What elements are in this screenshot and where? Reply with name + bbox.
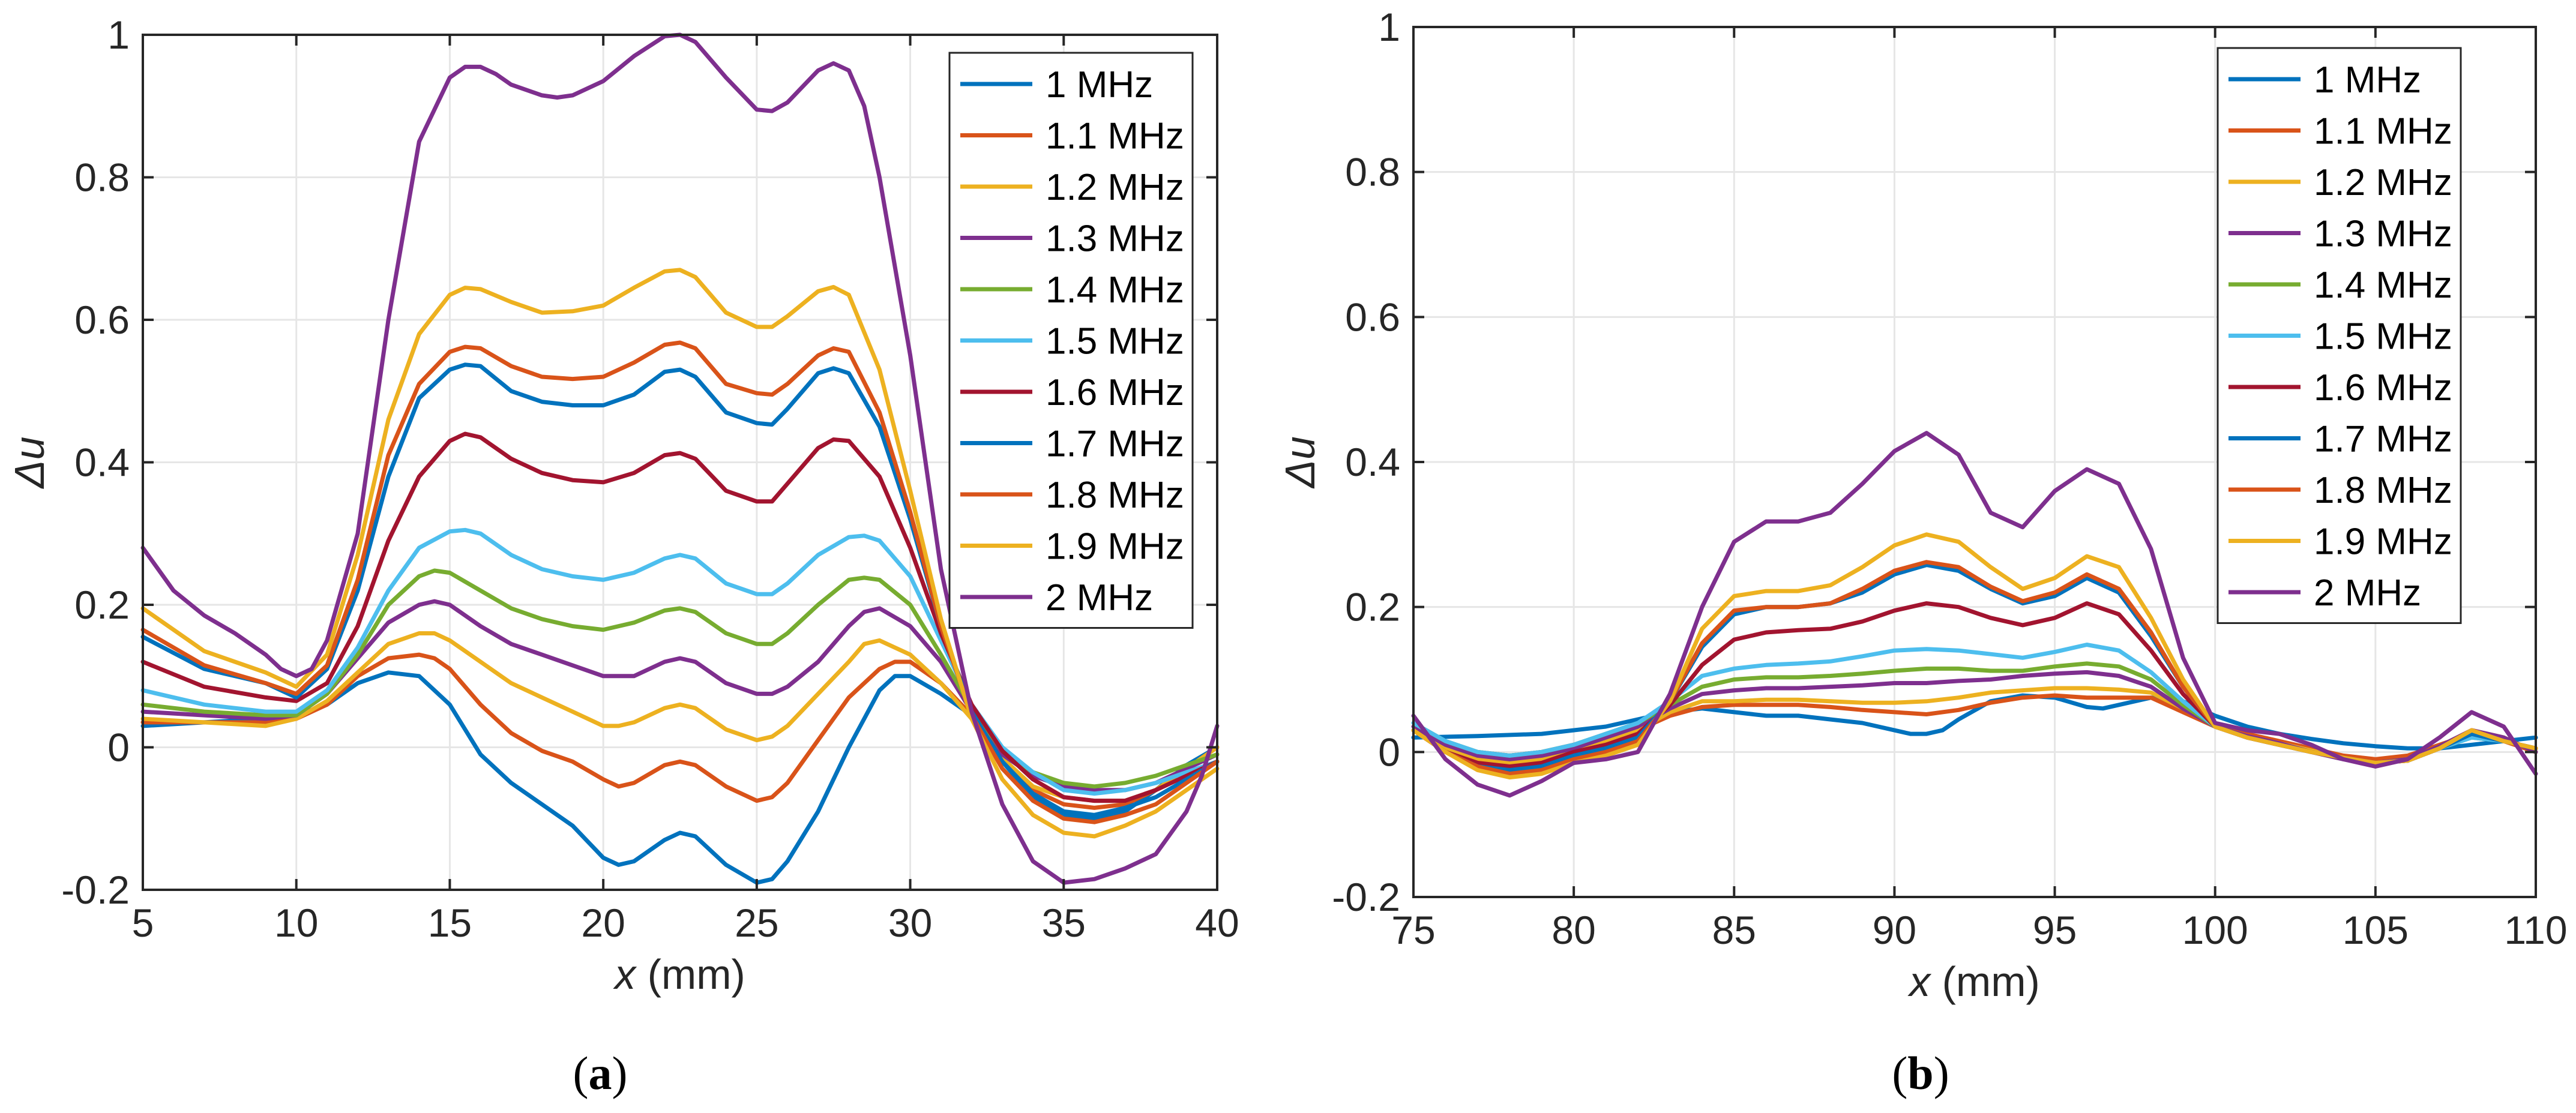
chart-panel-a: 5 10 15 20 25 30 35 40 -0.2 0 0.2 0.4 0.6 0.8 1 x (mm) Δ… xyxy=(6,13,1239,1099)
y-tick-label: 0.2 xyxy=(74,583,130,627)
legend-entry: 1.1 MHz xyxy=(2314,111,2452,152)
series-line-1_7-mhz xyxy=(140,362,1220,817)
x-tick-label: 95 xyxy=(2033,908,2077,952)
series-line-1_6-mhz xyxy=(140,431,1220,803)
y-tick-label: 1 xyxy=(107,13,130,57)
panel-label-open: ( xyxy=(573,1047,589,1099)
panel-label-close: ) xyxy=(612,1047,628,1099)
x-tick-label: 110 xyxy=(2504,908,2567,952)
x-tick-label: 30 xyxy=(888,901,932,945)
panel-label-open: ( xyxy=(1892,1047,1907,1099)
series-lines xyxy=(140,32,1220,885)
y-tick-label: 0.8 xyxy=(74,155,130,200)
legend-entry: 1.6 MHz xyxy=(1046,372,1184,413)
series-line-1_8-mhz xyxy=(140,340,1220,824)
x-tick-label: 10 xyxy=(274,901,318,945)
x-tick-label: 40 xyxy=(1195,901,1239,945)
x-tick-label: 80 xyxy=(1551,908,1595,952)
y-tick-label: -0.2 xyxy=(61,868,130,912)
x-tick-label: 85 xyxy=(1712,908,1756,952)
legend-entry: 1.7 MHz xyxy=(2314,419,2452,460)
x-tick-label: 5 xyxy=(132,901,154,945)
legend-entry: 1.9 MHz xyxy=(1046,526,1184,568)
tick-marks xyxy=(142,34,1218,891)
legend: 1 MHz 1.1 MHz 1.2 MHz 1.3 MHz 1.4 MHz 1.5 MHz… xyxy=(948,52,1194,629)
legend-entry: 1 MHz xyxy=(2314,59,2421,101)
legend-entry: 1.6 MHz xyxy=(2314,367,2452,409)
chart-panel-b: 75 80 85 90 95 100 105 110 -0.2 0 0.2 0.4 0.6 0.8 1 x (… xyxy=(1277,5,2568,1099)
legend-entry: 1.5 MHz xyxy=(1046,321,1184,362)
x-axis-label: x (mm) xyxy=(1907,958,2040,1005)
series-line-1_9-mhz xyxy=(140,268,1220,839)
y-tick-label: 0.6 xyxy=(1345,295,1400,339)
panel-label-letter: b xyxy=(1907,1047,1933,1099)
tick-marks xyxy=(1412,26,2537,898)
legend-entry: 1.3 MHz xyxy=(1046,218,1184,260)
legend-entry: 1.3 MHz xyxy=(2314,214,2452,255)
y-tick-label: 0.8 xyxy=(1345,150,1400,194)
legend-entry: 1 MHz xyxy=(1046,64,1153,106)
legend-entry: 1.2 MHz xyxy=(1046,167,1184,208)
x-tick-label: 15 xyxy=(428,901,472,945)
x-axis-variable: x xyxy=(1907,958,1932,1005)
y-tick-label: 0.4 xyxy=(1345,440,1400,484)
x-axis-label: x (mm) xyxy=(613,951,745,998)
legend-entry: 2 MHz xyxy=(1046,577,1153,619)
panel-label-letter: a xyxy=(589,1047,612,1099)
x-tick-label: 20 xyxy=(581,901,625,945)
x-tick-label: 25 xyxy=(735,901,778,945)
y-axis-label: Δu xyxy=(1277,436,1323,489)
y-tick-label: 0 xyxy=(1378,730,1400,774)
legend-entry: 1.4 MHz xyxy=(2314,265,2452,306)
x-tick-label: 105 xyxy=(2343,908,2409,952)
legend: 1 MHz 1.1 MHz 1.2 MHz 1.3 MHz 1.4 MHz 1.5 MHz… xyxy=(2216,47,2462,624)
x-axis-unit: (mm) xyxy=(1930,958,2040,1005)
legend-entry: 1.9 MHz xyxy=(2314,521,2452,563)
x-axis-variable: x xyxy=(613,951,637,998)
legend-entry: 1.5 MHz xyxy=(2314,316,2452,358)
legend-entry: 1.2 MHz xyxy=(2314,162,2452,203)
panel-label-close: ) xyxy=(1934,1047,1949,1099)
y-axis-label: Δu xyxy=(6,437,53,490)
y-tick-label: 0.6 xyxy=(74,298,130,342)
x-tick-label: 90 xyxy=(1873,908,1916,952)
x-tick-label: 75 xyxy=(1391,908,1435,952)
x-axis-unit: (mm) xyxy=(636,951,745,998)
y-tick-label: 0 xyxy=(107,725,130,770)
legend-entry: 1.4 MHz xyxy=(1046,269,1184,311)
panel-label: (a) xyxy=(573,1047,628,1099)
legend-entry: 1.8 MHz xyxy=(2314,470,2452,511)
series-lines xyxy=(1411,431,2538,798)
series-line-1_2-mhz xyxy=(140,631,1220,803)
legend-entry: 2 MHz xyxy=(2314,572,2421,614)
panel-label: (b) xyxy=(1892,1047,1949,1099)
y-tick-label: 0.4 xyxy=(74,440,130,485)
legend-entry: 1.8 MHz xyxy=(1046,475,1184,516)
x-tick-label: 100 xyxy=(2182,908,2248,952)
legend-entry: 1.7 MHz xyxy=(1046,424,1184,465)
y-tick-label: -0.2 xyxy=(1332,875,1400,919)
x-tick-label: 35 xyxy=(1042,901,1086,945)
series-line-2-mhz xyxy=(1411,431,2538,798)
y-tick-label: 0.2 xyxy=(1345,585,1400,629)
y-tick-label: 1 xyxy=(1378,5,1400,49)
series-line-1_5-mhz xyxy=(140,527,1220,796)
series-line-1-mhz xyxy=(1411,693,2538,751)
legend-entry: 1.1 MHz xyxy=(1046,116,1184,157)
